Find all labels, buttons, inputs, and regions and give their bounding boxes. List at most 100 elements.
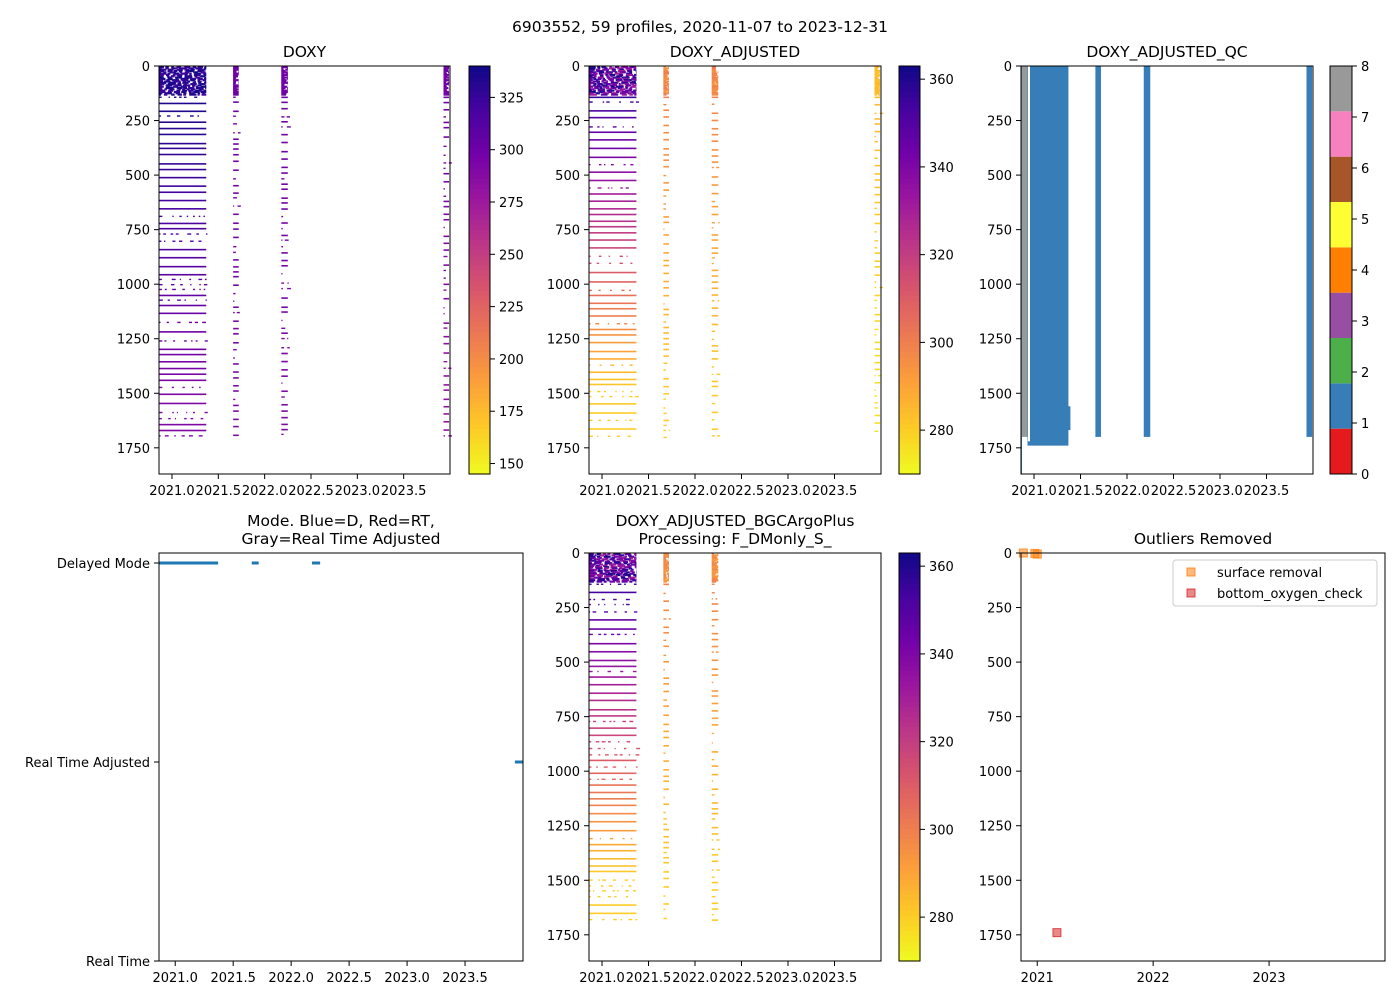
doxy-profile-cell <box>197 92 201 95</box>
doxy-adj-colorbar-label: 300 <box>929 336 954 351</box>
doxy-adj-profile-dot <box>711 338 714 341</box>
doxy-adj-profile-cell <box>663 67 669 70</box>
qc-colorbar-segment <box>1330 247 1352 293</box>
doxy-profile-line <box>233 213 239 216</box>
doxy-adj-profile-line <box>874 368 881 371</box>
bgc-profile-line <box>663 871 669 873</box>
qc-flag-band <box>1306 66 1313 437</box>
bgc-profile-dot <box>589 766 592 768</box>
doxy-adj-colorbar-step <box>899 173 920 179</box>
doxy-adj-ytick-label: 1750 <box>547 442 580 457</box>
bgc-profile-cell <box>619 566 622 569</box>
bgc-profile-cell <box>589 559 597 562</box>
doxy-colorbar-step <box>469 91 490 98</box>
doxy-adj-profile-cell <box>597 89 605 92</box>
bgc-profile-line <box>663 803 669 806</box>
doxy-profile-cell <box>184 76 193 79</box>
doxy-adj-profile-dot <box>711 166 714 169</box>
doxy-adj-profile-cell <box>635 69 637 73</box>
doxy-adj-profile-line <box>874 118 881 120</box>
mode-frame <box>158 552 524 962</box>
doxy-profile-cell <box>165 73 170 77</box>
doxy-adj-colorbar-step <box>899 336 920 342</box>
doxy-adj-profile-cell <box>615 79 623 82</box>
qc-colorbar-segment <box>1330 338 1352 384</box>
bgc-profile-dot <box>711 592 715 594</box>
doxy-adj-profile-cell <box>589 67 596 70</box>
doxy-profile-dot <box>182 386 185 389</box>
doxy-profile-cell <box>197 66 204 69</box>
doxy-adj-profile-line <box>711 287 719 290</box>
bgc-profile-cell <box>599 571 603 574</box>
doxy-adj-profile-dot <box>663 228 665 230</box>
bgc-profile-dot <box>711 598 713 600</box>
doxy-profile-line <box>159 393 207 396</box>
doxy-adj-profile-cell <box>606 89 615 92</box>
doxy-adj-profile-line <box>874 186 881 189</box>
doxy-adj-profile-line <box>711 411 719 414</box>
doxy-profile-line <box>159 185 207 187</box>
qc-colorbar-label: 5 <box>1361 213 1369 228</box>
doxy-profile-dot <box>173 340 176 342</box>
bgc-ytick-label: 1750 <box>547 929 580 944</box>
doxy-profile-dot <box>159 288 162 291</box>
bgc-profile-dot <box>711 848 715 851</box>
doxy-profile-dot <box>233 205 235 207</box>
doxy-title: DOXY <box>283 43 327 61</box>
doxy-profile-cell <box>287 88 288 91</box>
doxy-adj-profile-cell <box>589 72 592 75</box>
doxy-profile-cell <box>159 89 166 92</box>
doxy-profile-dot <box>163 240 166 242</box>
doxy-adj-profile-dot <box>609 289 612 292</box>
doxy-profile-cell <box>203 81 207 84</box>
bgc-profile-cell <box>663 570 669 573</box>
doxy-adj-colorbar-step <box>899 433 920 439</box>
bgc-colorbar-step <box>899 639 920 646</box>
doxy-adj-colorbar-step <box>899 198 920 205</box>
doxy-profile-dot <box>286 116 290 118</box>
bgc-profile-dot <box>663 818 667 820</box>
doxy-profile-dot <box>176 115 181 117</box>
doxy-adj-profile-line <box>663 355 669 357</box>
doxy-adj-profile-cell <box>711 72 718 75</box>
doxy-profile-dot <box>170 233 174 235</box>
bgc-profile-line <box>711 610 719 612</box>
doxy-adj-profile-cell <box>634 79 637 82</box>
doxy-adj-profile-dot <box>630 390 633 393</box>
doxy-profile-line <box>233 228 239 230</box>
doxy-profile-dot <box>159 435 161 437</box>
doxy-profile-cell <box>197 80 202 83</box>
doxy-profile-dot <box>443 226 445 229</box>
bgc-profile-dot <box>711 758 715 761</box>
doxy-profile-line <box>443 172 450 175</box>
bgc-profile-line <box>711 812 719 815</box>
doxy-adj-profile-line <box>874 294 881 297</box>
bgc-xtick-label: 2021.5 <box>626 971 672 986</box>
doxy-profile-dot <box>233 96 236 98</box>
doxy-colorbar-step <box>469 142 490 149</box>
bgc-profile-cell <box>597 555 601 558</box>
bgc-profile-dot <box>618 741 620 743</box>
doxy-adj-profile-dot <box>598 255 602 257</box>
bgc-profile-dot <box>611 778 616 780</box>
qc-flag-band <box>1143 66 1151 437</box>
bgc-profile-cell <box>711 579 719 582</box>
bgc-profile-cell <box>595 564 600 567</box>
doxy-profile-cell <box>203 89 207 92</box>
doxy-profile-line <box>281 202 288 204</box>
doxy-profile-dot <box>443 195 447 197</box>
doxy-profile-line <box>159 360 207 363</box>
bgc-profile-cell <box>607 572 616 575</box>
bgc-profile-cell <box>610 570 618 573</box>
doxy-adj-profile-line <box>589 350 637 353</box>
doxy-profile-cell <box>175 92 181 95</box>
bgc-profile-cell <box>589 558 593 561</box>
bgc-profile-cell <box>634 562 637 565</box>
doxy-profile-dot <box>233 292 236 295</box>
doxy-profile-dot <box>193 215 195 218</box>
bgc-profile-dot <box>633 633 635 636</box>
bgc-profile-line <box>589 791 637 794</box>
bgc-profile-dot <box>614 747 616 750</box>
bgc-profile-cell <box>618 554 625 557</box>
bgc-profile-line <box>589 804 637 807</box>
